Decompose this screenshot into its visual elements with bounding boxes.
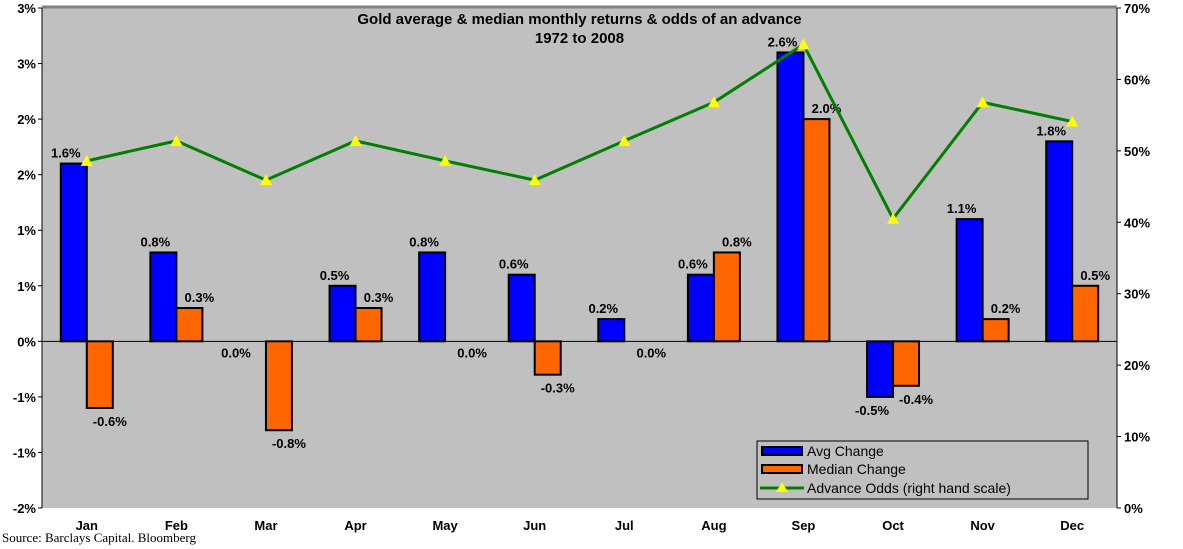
median-data-label: 0.0% (636, 345, 666, 360)
right-tick-label: 40% (1124, 215, 1150, 230)
avg-data-label: 1.1% (947, 201, 977, 216)
avg-data-label: 0.5% (320, 268, 350, 283)
left-tick-label: -1% (13, 390, 37, 405)
avg-data-label: 0.8% (141, 234, 171, 249)
legend-median-swatch (761, 464, 803, 474)
avg-bar (776, 51, 805, 343)
avg-data-label: 0.6% (678, 257, 708, 272)
median-bar (981, 318, 1010, 343)
right-tick-label: 20% (1124, 358, 1150, 373)
avg-bar (328, 284, 357, 343)
median-data-label: 0.2% (991, 301, 1021, 316)
avg-bar (59, 162, 88, 343)
median-bar (712, 251, 741, 343)
median-data-label: 0.5% (1080, 268, 1110, 283)
left-tick-label: 3% (17, 1, 36, 16)
legend-avg-label: Avg Change (807, 443, 884, 459)
legend-median-label: Median Change (807, 461, 906, 477)
odds-line (86, 42, 1073, 222)
x-tick-label: Mar (254, 518, 277, 533)
median-bar (892, 340, 921, 387)
x-tick-label: Jul (615, 518, 634, 533)
chart-subtitle: 1972 to 2008 (535, 30, 624, 47)
avg-bar (686, 273, 715, 343)
x-tick-label: Nov (970, 518, 995, 533)
avg-data-label: 0.0% (221, 345, 251, 360)
right-tick-label: 70% (1124, 1, 1150, 16)
odds-marker (80, 154, 93, 166)
median-bar (175, 307, 204, 343)
x-tick-label: Jan (76, 518, 98, 533)
avg-data-label: 0.8% (409, 234, 439, 249)
right-tick-label: 50% (1124, 144, 1150, 159)
avg-bar (1045, 140, 1074, 343)
median-data-label: 0.3% (185, 290, 215, 305)
median-bar (802, 118, 831, 343)
source-note: Source: Barclays Capital. Bloomberg (2, 530, 196, 545)
median-data-label: 0.0% (457, 345, 487, 360)
median-bar (354, 307, 383, 343)
x-tick-label: Aug (701, 518, 726, 533)
odds-marker (797, 38, 810, 50)
legend-avg-swatch (761, 446, 803, 456)
x-tick-label: May (432, 518, 458, 533)
left-tick-label: -1% (13, 445, 37, 460)
odds-marker (259, 174, 272, 186)
left-tick-label: -2% (13, 501, 37, 516)
right-tick-label: 60% (1124, 72, 1150, 87)
odds-marker (1066, 115, 1079, 127)
chart-title: Gold average & median monthly returns & … (357, 11, 801, 28)
avg-data-label: 2.6% (768, 34, 798, 49)
avg-data-label: 0.6% (499, 257, 529, 272)
right-tick-label: 10% (1124, 430, 1150, 445)
left-tick-label: 3% (17, 57, 36, 72)
median-data-label: -0.6% (93, 414, 127, 429)
median-bar (264, 340, 293, 432)
odds-marker (707, 96, 720, 108)
avg-bar (866, 340, 895, 398)
median-bar (533, 340, 562, 376)
median-bar (1071, 284, 1100, 343)
odds-marker (528, 174, 541, 186)
right-tick-label: 30% (1124, 287, 1150, 302)
x-tick-label: Sep (792, 518, 816, 533)
plot-area (42, 8, 1117, 508)
median-data-label: 0.8% (722, 234, 752, 249)
median-data-label: -0.4% (899, 392, 933, 407)
left-tick-label: 0% (17, 334, 36, 349)
avg-data-label: 1.6% (51, 146, 81, 161)
median-data-label: 0.3% (364, 290, 394, 305)
odds-marker (976, 96, 989, 108)
x-tick-label: Apr (344, 518, 366, 533)
avg-data-label: 0.2% (588, 301, 618, 316)
avg-bar (507, 273, 536, 343)
avg-bar (955, 218, 984, 343)
legend (756, 440, 1089, 500)
left-tick-label: 2% (17, 112, 36, 127)
median-data-label: -0.3% (541, 381, 575, 396)
odds-marker (349, 134, 362, 146)
median-bar (85, 340, 114, 410)
odds-marker (170, 134, 183, 146)
x-tick-label: Feb (165, 518, 188, 533)
avg-bar (149, 251, 178, 343)
median-data-label: -0.8% (272, 436, 306, 451)
avg-data-label: -0.5% (855, 403, 889, 418)
left-tick-label: 2% (17, 168, 36, 183)
avg-data-label: 1.8% (1036, 123, 1066, 138)
legend-odds-label: Advance Odds (right hand scale) (807, 480, 1011, 496)
odds-marker (439, 154, 452, 166)
avg-bar (418, 251, 447, 343)
avg-bar (597, 318, 626, 343)
left-tick-label: 1% (17, 279, 36, 294)
left-tick-label: 1% (17, 223, 36, 238)
right-tick-label: 0% (1124, 501, 1143, 516)
odds-marker (887, 212, 900, 224)
x-tick-label: Jun (523, 518, 546, 533)
x-tick-label: Dec (1060, 518, 1084, 533)
x-tick-label: Oct (882, 518, 904, 533)
odds-marker (618, 134, 631, 146)
legend-odds-marker (776, 482, 788, 492)
